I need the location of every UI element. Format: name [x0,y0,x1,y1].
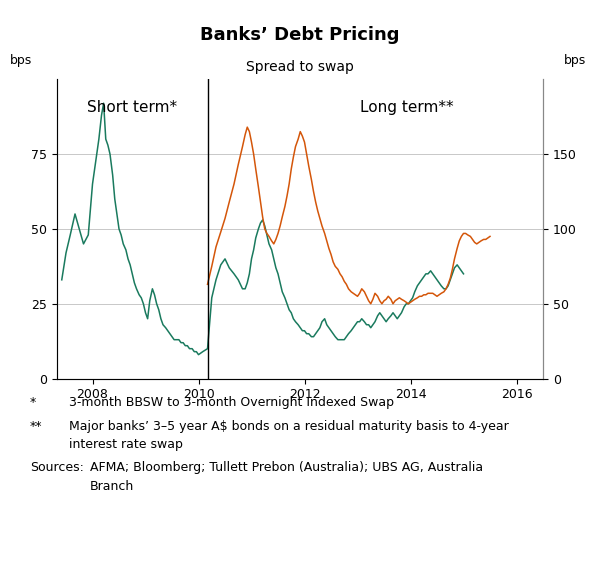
Text: bps: bps [10,54,32,68]
Text: Branch: Branch [90,480,134,492]
Text: Long term**: Long term** [360,100,454,115]
Title: Spread to swap: Spread to swap [246,60,354,74]
Text: Short term*: Short term* [87,100,178,115]
Text: Major banks’ 3–5 year A$ bonds on a residual maturity basis to 4-year: Major banks’ 3–5 year A$ bonds on a resi… [69,420,509,433]
Text: AFMA; Bloomberg; Tullett Prebon (Australia); UBS AG, Australia: AFMA; Bloomberg; Tullett Prebon (Austral… [90,461,483,474]
Text: interest rate swap: interest rate swap [69,438,183,451]
Text: 3-month BBSW to 3-month Overnight Indexed Swap: 3-month BBSW to 3-month Overnight Indexe… [69,396,394,409]
Text: Banks’ Debt Pricing: Banks’ Debt Pricing [200,26,400,45]
Text: **: ** [30,420,43,433]
Text: Sources:: Sources: [30,461,84,474]
Text: *: * [30,396,36,409]
Text: bps: bps [563,54,586,68]
